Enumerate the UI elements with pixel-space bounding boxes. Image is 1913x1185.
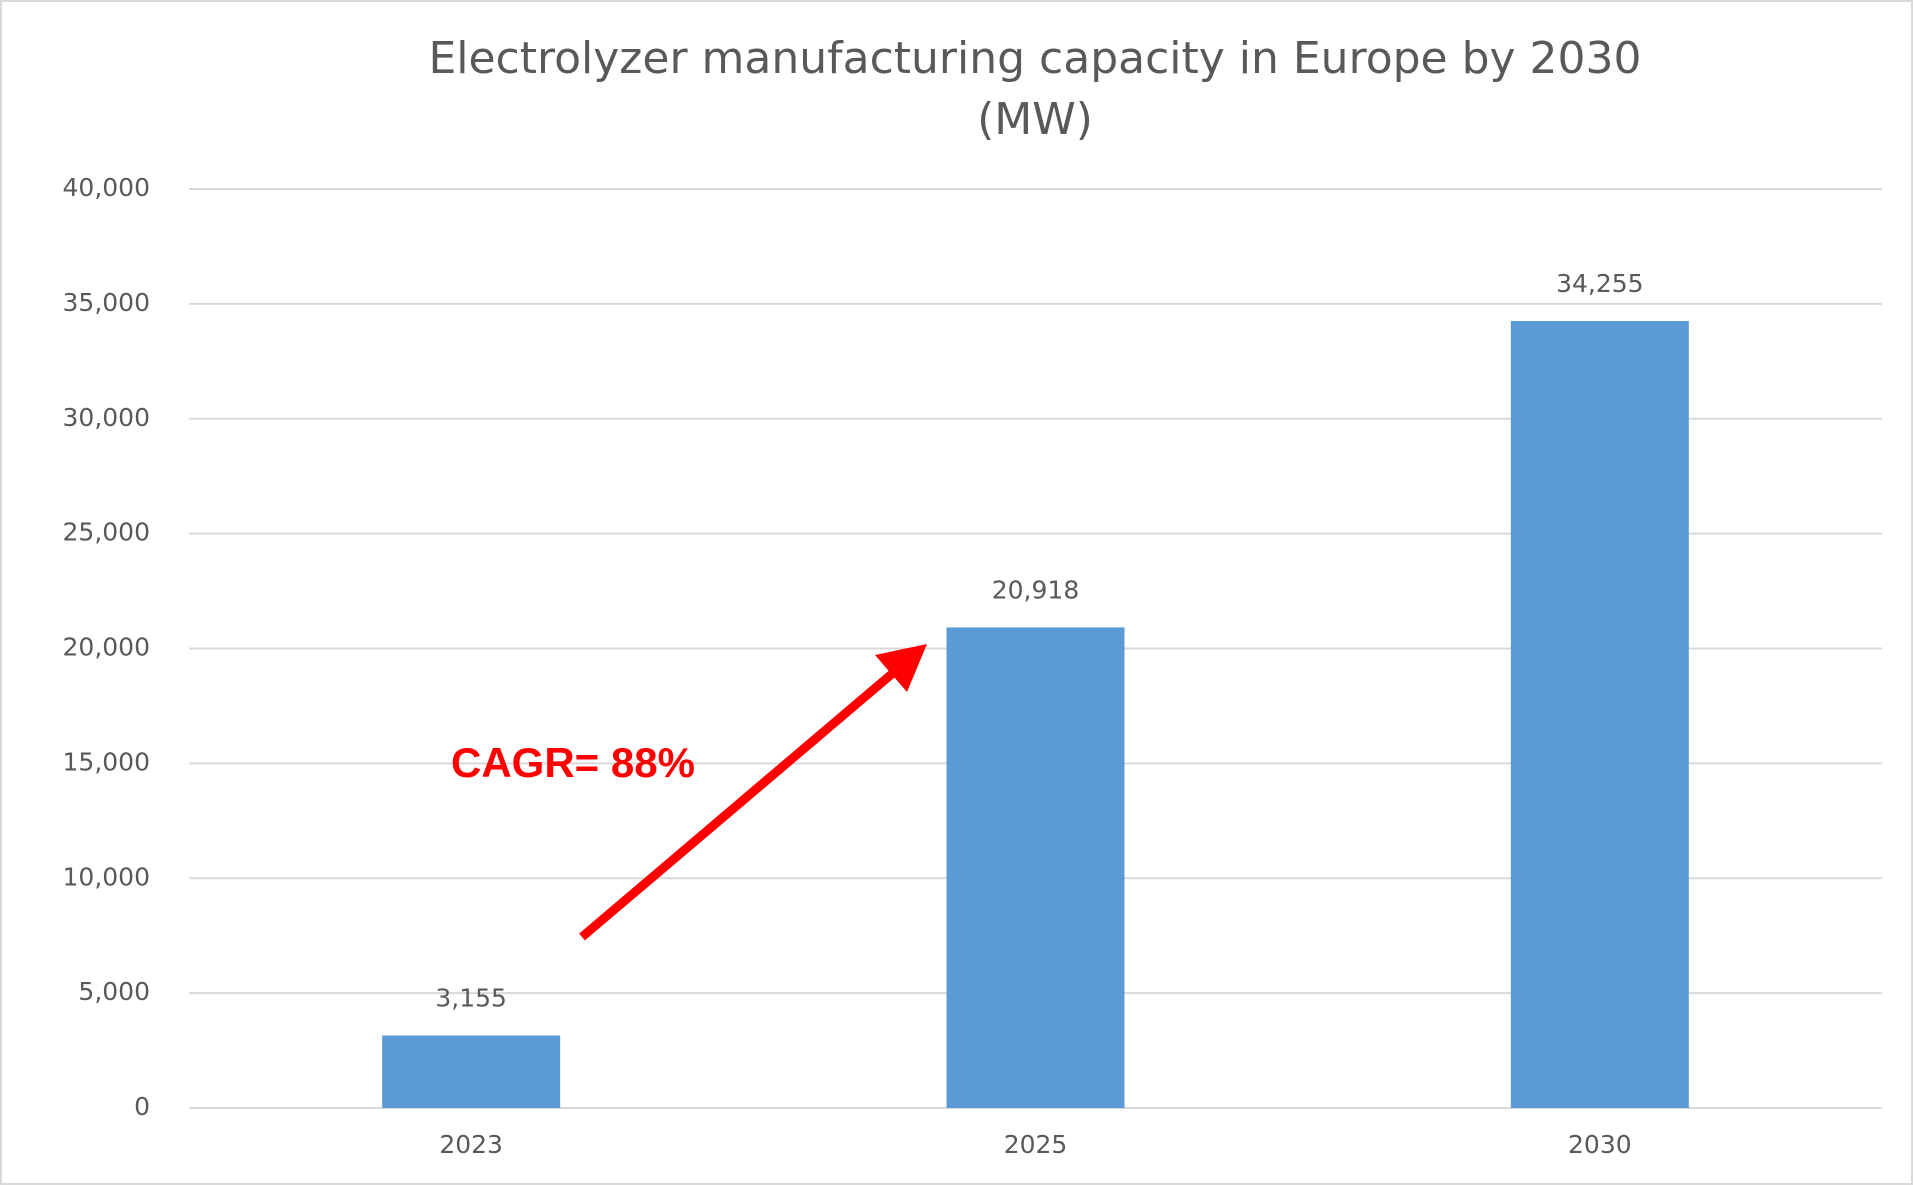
data-label: 3,155 — [435, 984, 507, 1013]
bar — [382, 1035, 561, 1108]
x-tick-label: 2030 — [1568, 1130, 1632, 1159]
y-tick-label: 40,000 — [63, 173, 150, 202]
y-tick-label: 5,000 — [78, 977, 150, 1006]
chart-title: Electrolyzer manufacturing capacity in E… — [428, 33, 1641, 84]
y-tick-label: 15,000 — [63, 747, 150, 776]
chart-title: (MW) — [977, 94, 1093, 145]
x-tick-label: 2023 — [439, 1130, 503, 1159]
bar — [1510, 320, 1689, 1109]
data-label: 20,918 — [992, 575, 1079, 604]
annotation-arrow — [579, 644, 927, 941]
x-tick-label: 2025 — [1004, 1130, 1068, 1159]
y-tick-label: 10,000 — [63, 862, 150, 891]
y-tick-label: 35,000 — [63, 288, 150, 317]
y-tick-label: 20,000 — [63, 633, 150, 662]
y-tick-label: 25,000 — [63, 518, 150, 547]
y-tick-label: 30,000 — [63, 403, 150, 432]
bar — [946, 627, 1125, 1108]
data-label: 34,255 — [1556, 269, 1643, 298]
annotation: CAGR= 88% — [451, 739, 695, 786]
y-tick-label: 0 — [134, 1092, 150, 1121]
